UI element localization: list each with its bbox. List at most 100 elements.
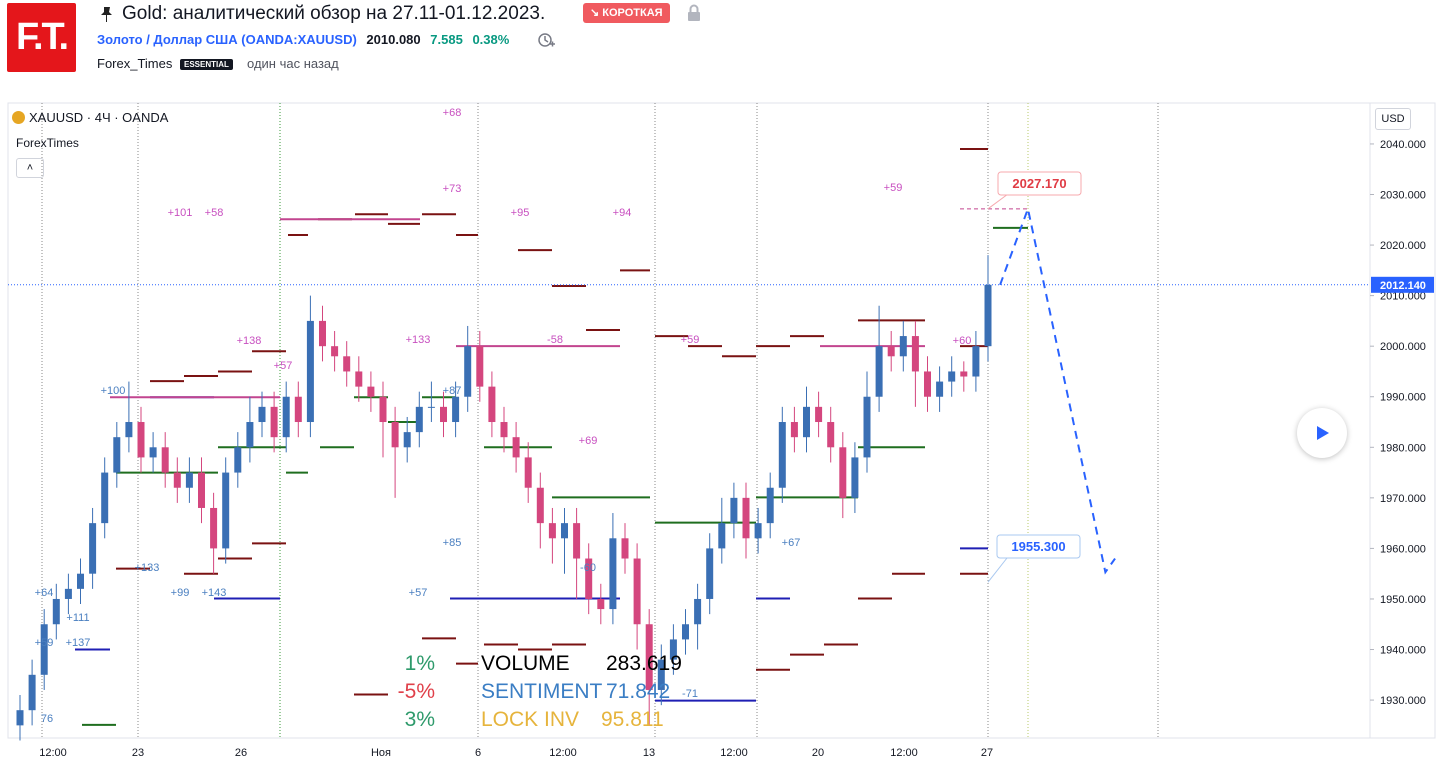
y-tick-label: 1930.000: [1380, 695, 1426, 707]
candle-body: [137, 422, 145, 458]
y-tick-label: 1940.000: [1380, 645, 1426, 657]
candle-body: [561, 523, 568, 539]
forecast-line: [999, 205, 1116, 575]
candle-body: [778, 422, 786, 488]
author[interactable]: Forex_Times: [97, 56, 173, 71]
candle-body: [149, 447, 157, 458]
clock-icon: [538, 33, 555, 47]
candle-body: [984, 284, 992, 347]
annotation: +111: [66, 612, 89, 624]
candle-body: [585, 558, 593, 599]
candle-body: [621, 538, 629, 559]
x-tick-label: 26: [235, 747, 247, 759]
y-tick-label: 1980.000: [1380, 442, 1426, 454]
legend: XAUUSD · 4Ч · OANDA: [12, 110, 168, 125]
candle-body: [16, 710, 24, 726]
candle-body: [839, 447, 847, 498]
annotation: +133: [135, 562, 160, 574]
candle-body: [657, 659, 665, 690]
candle-body: [210, 507, 218, 549]
candle-body: [960, 371, 968, 377]
candle-body: [64, 588, 72, 599]
candle-body: [331, 346, 339, 357]
x-tick-label: 12:00: [39, 747, 67, 759]
pin-icon: [101, 7, 112, 22]
candle-body: [815, 406, 823, 423]
y-tick-label: 1990.000: [1380, 392, 1426, 404]
stats-label: SENTIMENT: [481, 680, 603, 703]
candle-body: [645, 624, 653, 690]
candle-body: [246, 422, 254, 448]
candle-body: [669, 639, 677, 660]
last-price-label: 2012.140: [1380, 280, 1426, 292]
candle-body: [597, 598, 605, 610]
candle-body: [682, 624, 689, 640]
annotation: +60: [953, 335, 972, 347]
collapse-button[interactable]: ˄: [16, 158, 44, 178]
stats-label: LOCK INV: [481, 708, 579, 731]
play-button[interactable]: [1297, 408, 1347, 458]
x-tick-label: 27: [981, 747, 993, 759]
annotation: +94: [613, 207, 632, 219]
candle-body: [512, 437, 520, 458]
annotation: +73: [443, 183, 462, 195]
y-tick-label: 2040.000: [1380, 139, 1426, 151]
candle-body: [198, 472, 205, 508]
candle-body: [185, 472, 193, 488]
candle-body: [899, 336, 907, 357]
candle-body: [306, 320, 314, 423]
candle-body: [488, 386, 496, 423]
idea-title: Gold: аналитический обзор на 27.11-01.12…: [122, 3, 546, 24]
target-pointer: [987, 557, 1008, 583]
symbol-line: Золото / Доллар США (OANDA:XAUUSD) 2010.…: [97, 32, 509, 47]
currency-button[interactable]: USD: [1375, 108, 1411, 130]
lock-icon: [688, 4, 700, 21]
annotation: +67: [782, 537, 801, 549]
candle-body: [452, 396, 460, 423]
candle-body: [270, 406, 278, 438]
target-box: [996, 534, 1081, 559]
time-ago: один час назад: [247, 56, 339, 71]
target-label: 2027.170: [1012, 176, 1066, 191]
annotation: +138: [237, 335, 262, 347]
candle-body: [403, 432, 411, 448]
candle-body: [863, 396, 871, 458]
annotation: +100: [101, 385, 126, 397]
y-tick-label: 2000.000: [1380, 341, 1426, 353]
symbol-code[interactable]: (OANDA:XAUUSD): [241, 32, 357, 47]
candle-body: [161, 447, 169, 473]
candle-body: [500, 422, 508, 438]
legend-text: XAUUSD · 4Ч · OANDA: [29, 110, 169, 125]
candle-body: [718, 523, 726, 549]
price: 2010.080: [366, 32, 421, 47]
x-tick-label: 20: [812, 747, 824, 759]
logo[interactable]: F.T.: [7, 3, 76, 72]
x-tick-label: 12:00: [890, 747, 918, 759]
candle-body: [536, 487, 544, 524]
candle-body: [234, 447, 242, 473]
candle-body: [706, 548, 714, 599]
change-pct: 0.38%: [472, 32, 510, 47]
stats-pct: 3%: [405, 708, 435, 731]
candle-body: [440, 406, 447, 423]
symbol-name[interactable]: Золото / Доллар США: [97, 32, 238, 47]
candle-body: [827, 422, 835, 448]
annotation: +85: [443, 537, 462, 549]
annotation: +133: [406, 334, 431, 346]
annotation: +137: [66, 637, 91, 649]
annotation: +87: [443, 385, 462, 397]
x-tick-label: 13: [643, 747, 655, 759]
x-tick-label: 23: [132, 747, 144, 759]
stats-value: 95.811: [601, 708, 664, 731]
candle-body: [911, 336, 919, 372]
target-label: 1955.300: [1011, 539, 1065, 554]
candle-body: [28, 674, 36, 711]
x-tick-label: Ноя: [371, 747, 391, 759]
candle-body: [173, 472, 181, 488]
y-tick-label: 2030.000: [1380, 190, 1426, 202]
y-tick-label: 2020.000: [1380, 240, 1426, 252]
direction-badge: ↘ КОРОТКАЯ: [583, 3, 670, 23]
annotation: +69: [579, 435, 598, 447]
